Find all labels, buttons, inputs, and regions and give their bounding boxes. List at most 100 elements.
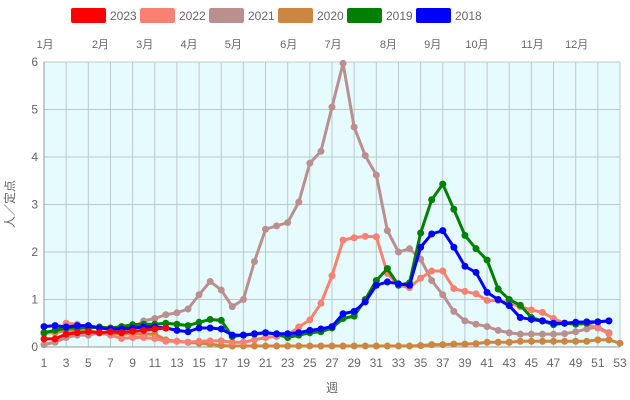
- legend-item-2023[interactable]: 2023: [71, 8, 137, 23]
- data-point: [328, 103, 336, 111]
- data-point: [461, 287, 469, 295]
- data-point: [505, 302, 513, 310]
- legend-item-2019[interactable]: 2019: [347, 8, 413, 23]
- data-point: [417, 342, 425, 350]
- data-point: [472, 320, 480, 328]
- legend-item-2020[interactable]: 2020: [278, 8, 344, 23]
- data-point: [461, 340, 469, 348]
- data-point: [339, 236, 347, 244]
- data-point: [483, 296, 491, 304]
- data-point: [605, 330, 613, 338]
- data-point: [250, 342, 258, 350]
- data-point: [306, 342, 314, 350]
- data-point: [306, 159, 314, 167]
- data-point: [583, 318, 591, 326]
- data-point: [217, 337, 225, 345]
- data-point: [84, 328, 92, 336]
- data-point: [184, 305, 192, 313]
- data-point: [140, 326, 148, 334]
- data-point: [527, 330, 535, 338]
- data-point: [151, 325, 159, 333]
- x-tick-label: 29: [347, 356, 361, 370]
- data-point: [262, 329, 270, 337]
- data-point: [184, 322, 192, 330]
- data-point: [95, 329, 103, 337]
- data-point: [417, 229, 425, 237]
- data-point: [527, 306, 535, 314]
- x-tick-label: 21: [259, 356, 273, 370]
- data-point: [250, 258, 258, 265]
- x-tick-label: 53: [613, 356, 627, 370]
- legend-swatch: [278, 8, 313, 23]
- data-point: [228, 331, 236, 339]
- data-point: [383, 227, 391, 235]
- y-tick-label: 4: [31, 150, 38, 164]
- data-point: [184, 328, 192, 336]
- x-tick-label: 35: [414, 356, 428, 370]
- data-point: [295, 329, 303, 337]
- data-point: [228, 338, 236, 346]
- x-tick-label: 13: [170, 356, 184, 370]
- data-point: [383, 342, 391, 350]
- data-point: [616, 339, 624, 347]
- legend-item-2018[interactable]: 2018: [416, 8, 482, 23]
- data-point: [162, 337, 170, 345]
- data-point: [262, 342, 270, 350]
- data-point: [494, 338, 502, 346]
- series-line-2018: [43, 229, 610, 337]
- x-tick-label: 15: [192, 356, 206, 370]
- data-point: [273, 342, 281, 350]
- data-point: [439, 180, 447, 188]
- data-point: [195, 291, 203, 299]
- data-point: [505, 338, 513, 346]
- data-point: [527, 315, 535, 323]
- data-point: [406, 342, 414, 350]
- data-point: [406, 245, 414, 253]
- data-point: [239, 331, 247, 339]
- month-label: 6月: [280, 39, 297, 51]
- data-point: [339, 59, 347, 67]
- month-label: 12月: [565, 39, 588, 51]
- data-point: [73, 329, 81, 337]
- data-point: [372, 281, 380, 289]
- x-tick-label: 49: [569, 356, 583, 370]
- data-point: [206, 337, 214, 345]
- data-point: [538, 337, 546, 345]
- data-point: [394, 248, 402, 256]
- data-point: [428, 277, 436, 284]
- data-point: [516, 301, 524, 309]
- x-tick-label: 41: [480, 356, 494, 370]
- data-point: [140, 334, 148, 341]
- data-point: [483, 338, 491, 346]
- legend-swatch: [71, 8, 106, 23]
- data-point: [317, 147, 325, 155]
- data-point: [206, 277, 214, 285]
- data-point: [195, 324, 203, 332]
- data-point: [383, 265, 391, 273]
- data-point: [516, 314, 524, 322]
- data-point: [284, 342, 292, 350]
- data-point: [40, 329, 48, 337]
- data-point: [51, 335, 59, 343]
- data-point: [516, 330, 524, 338]
- data-point: [605, 336, 613, 344]
- data-point: [250, 330, 258, 338]
- data-point: [350, 307, 358, 315]
- x-tick-label: 3: [63, 356, 70, 370]
- x-tick-label: 25: [303, 356, 317, 370]
- data-point: [262, 225, 270, 233]
- legend-item-2021[interactable]: 2021: [209, 8, 275, 23]
- legend-item-2022[interactable]: 2022: [140, 8, 206, 23]
- data-point: [295, 342, 303, 350]
- data-point: [483, 256, 491, 264]
- data-point: [306, 316, 314, 324]
- month-label: 7月: [324, 39, 341, 51]
- data-point: [40, 341, 48, 349]
- data-point: [106, 328, 114, 336]
- data-point: [428, 230, 436, 238]
- legend-label: 2018: [455, 9, 482, 23]
- y-tick-label: 0: [31, 340, 38, 354]
- x-tick-label: 33: [392, 356, 406, 370]
- data-point: [184, 338, 192, 346]
